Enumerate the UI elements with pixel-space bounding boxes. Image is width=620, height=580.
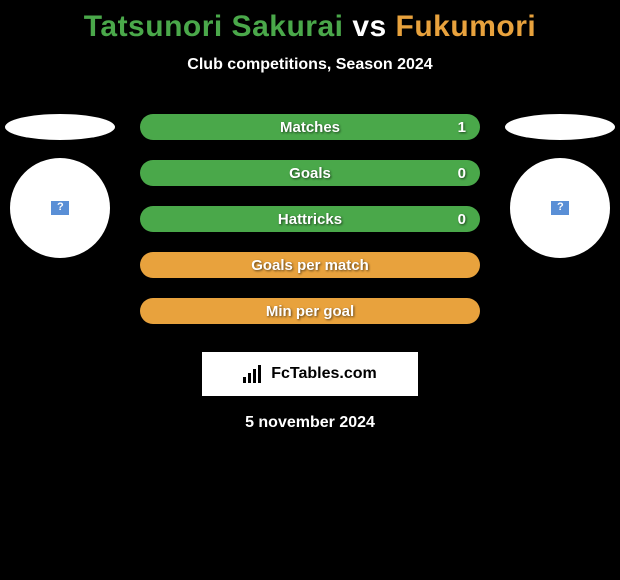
stat-bar-label: Min per goal bbox=[266, 303, 354, 320]
stat-bar-value-right: 1 bbox=[458, 119, 466, 136]
stat-bars: Matches 1 Goals 0 Hattricks 0 Goals per match M… bbox=[140, 114, 480, 324]
player2-name: Fukumori bbox=[396, 10, 537, 43]
player2-column bbox=[500, 114, 620, 258]
player2-name-plate bbox=[505, 114, 615, 140]
stat-bar-label: Goals per match bbox=[251, 257, 369, 274]
stats-area: Matches 1 Goals 0 Hattricks 0 Goals per match M… bbox=[0, 114, 620, 334]
stat-bar: Min per goal bbox=[140, 298, 480, 324]
stat-bar: Goals 0 bbox=[140, 160, 480, 186]
stat-bar: Hattricks 0 bbox=[140, 206, 480, 232]
stat-bar-label: Matches bbox=[280, 119, 340, 136]
stat-bar-label: Hattricks bbox=[278, 211, 342, 228]
stat-bar-value-right: 0 bbox=[458, 165, 466, 182]
date-text: 5 november 2024 bbox=[0, 414, 620, 432]
brand-bars-icon bbox=[243, 365, 265, 383]
stat-bar: Goals per match bbox=[140, 252, 480, 278]
subtitle: Club competitions, Season 2024 bbox=[0, 56, 620, 74]
comparison-title: Tatsunori Sakurai vs Fukumori bbox=[0, 0, 620, 44]
brand-text: FcTables.com bbox=[271, 365, 377, 383]
image-placeholder-icon bbox=[51, 201, 69, 215]
stat-bar: Matches 1 bbox=[140, 114, 480, 140]
player1-name: Tatsunori Sakurai bbox=[84, 10, 344, 43]
player1-avatar bbox=[10, 158, 110, 258]
player1-name-plate bbox=[5, 114, 115, 140]
player2-avatar bbox=[510, 158, 610, 258]
image-placeholder-icon bbox=[551, 201, 569, 215]
vs-text: vs bbox=[352, 10, 386, 43]
brand-box: FcTables.com bbox=[202, 352, 418, 396]
player1-column bbox=[0, 114, 120, 258]
stat-bar-value-right: 0 bbox=[458, 211, 466, 228]
stat-bar-label: Goals bbox=[289, 165, 331, 182]
